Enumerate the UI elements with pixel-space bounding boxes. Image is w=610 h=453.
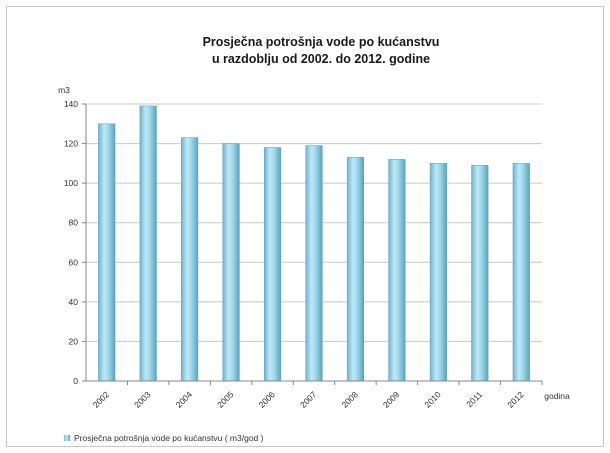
x-tick-label-2002: 2002 bbox=[91, 389, 112, 410]
y-tick-label: 0 bbox=[73, 376, 78, 386]
y-tick-label: 40 bbox=[69, 297, 79, 307]
x-tick-label-2004: 2004 bbox=[174, 389, 195, 410]
x-tick-labels: 2002 2003 2004 2005 2006 2007 2008 2009 2010 2011… bbox=[91, 381, 543, 410]
x-axis-title: godina bbox=[544, 391, 570, 401]
y-tick-label: 100 bbox=[64, 178, 78, 188]
x-tick-label-2012: 2012 bbox=[505, 389, 526, 410]
chart-svg: Prosječna potrošnja vode po kućanstvu u … bbox=[58, 35, 570, 443]
y-tick-label: 20 bbox=[69, 336, 79, 346]
x-tick-label-2007: 2007 bbox=[298, 389, 319, 410]
y-tick-labels: 0 20 40 60 80 100 120 140 bbox=[64, 99, 86, 386]
bar-2007 bbox=[305, 145, 323, 382]
legend-swatch bbox=[64, 435, 70, 441]
y-tick-label: 120 bbox=[64, 139, 78, 149]
x-tick-label-2006: 2006 bbox=[257, 389, 278, 410]
y-axis-title: m3 bbox=[58, 85, 70, 95]
chart-title-line-2: u razdoblju od 2002. do 2012. godine bbox=[212, 52, 430, 66]
bar-2002 bbox=[98, 123, 116, 382]
chart-frame: Prosječna potrošnja vode po kućanstvu u … bbox=[6, 6, 604, 447]
x-tick-label-2009: 2009 bbox=[381, 389, 402, 410]
bar-2004 bbox=[181, 137, 199, 382]
chart-title-line-1: Prosječna potrošnja vode po kućanstvu bbox=[203, 35, 440, 49]
bar-2006 bbox=[264, 147, 282, 382]
bar-2009 bbox=[388, 159, 406, 382]
bar-2005 bbox=[222, 143, 240, 382]
y-tick-label: 140 bbox=[64, 99, 78, 109]
bar-2008 bbox=[346, 157, 364, 382]
legend: Prosječna potrošnja vode po kućanstvu ( … bbox=[64, 433, 264, 443]
bars bbox=[98, 105, 530, 382]
x-tick-label-2010: 2010 bbox=[422, 389, 443, 410]
bar-2011 bbox=[471, 165, 489, 382]
x-tick-label-2005: 2005 bbox=[215, 389, 236, 410]
legend-label: Prosječna potrošnja vode po kućanstvu ( … bbox=[74, 433, 264, 443]
y-tick-label: 60 bbox=[69, 257, 79, 267]
bar-2010 bbox=[429, 163, 447, 382]
x-tick-label-2011: 2011 bbox=[464, 389, 484, 409]
bar-2012 bbox=[512, 163, 530, 382]
x-tick-label-2003: 2003 bbox=[132, 389, 153, 410]
y-tick-label: 80 bbox=[69, 218, 79, 228]
bar-2003 bbox=[139, 105, 157, 382]
x-tick-label-2008: 2008 bbox=[339, 389, 360, 410]
